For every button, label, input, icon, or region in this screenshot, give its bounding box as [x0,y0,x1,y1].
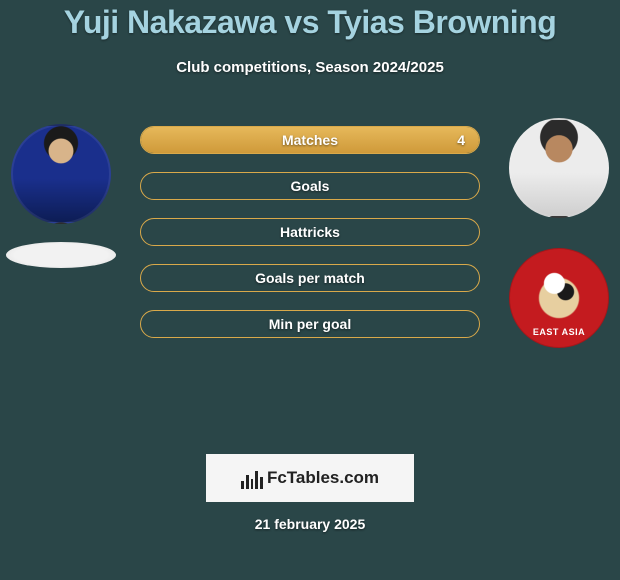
season-subtitle: Club competitions, Season 2024/2025 [0,59,620,76]
stat-label: Hattricks [280,224,340,240]
stat-row-goals: Goals [140,172,480,200]
player-right-club-text: EAST ASIA [533,327,585,337]
player-right-column: EAST ASIA [504,118,614,348]
brand-box[interactable]: FcTables.com [206,454,414,502]
stat-row-gpm: Goals per match [140,264,480,292]
comparison-card: Yuji Nakazawa vs Tyias Browning Club com… [0,0,620,580]
bar-chart-icon [241,467,263,489]
player-right-club-badge: EAST ASIA [509,248,609,348]
player-left-column [6,124,116,268]
stat-row-mpg: Min per goal [140,310,480,338]
stat-row-hattricks: Hattricks [140,218,480,246]
brand-text: FcTables.com [267,468,379,488]
stat-label: Matches [282,132,338,148]
stat-row-matches: Matches 4 [140,126,480,154]
stat-value-right: 4 [457,132,465,148]
stats-area: EAST ASIA Matches 4 Goals Hattricks [0,118,620,408]
stat-label: Goals [291,178,330,194]
stat-rows: Matches 4 Goals Hattricks Goals per matc… [140,126,480,338]
page-title: Yuji Nakazawa vs Tyias Browning [0,4,620,41]
player-left-avatar [11,124,111,224]
player-right-avatar [509,118,609,218]
stat-label: Min per goal [269,316,351,332]
player-left-club-badge [6,242,116,268]
stat-label: Goals per match [255,270,365,286]
date-line: 21 february 2025 [0,516,620,532]
